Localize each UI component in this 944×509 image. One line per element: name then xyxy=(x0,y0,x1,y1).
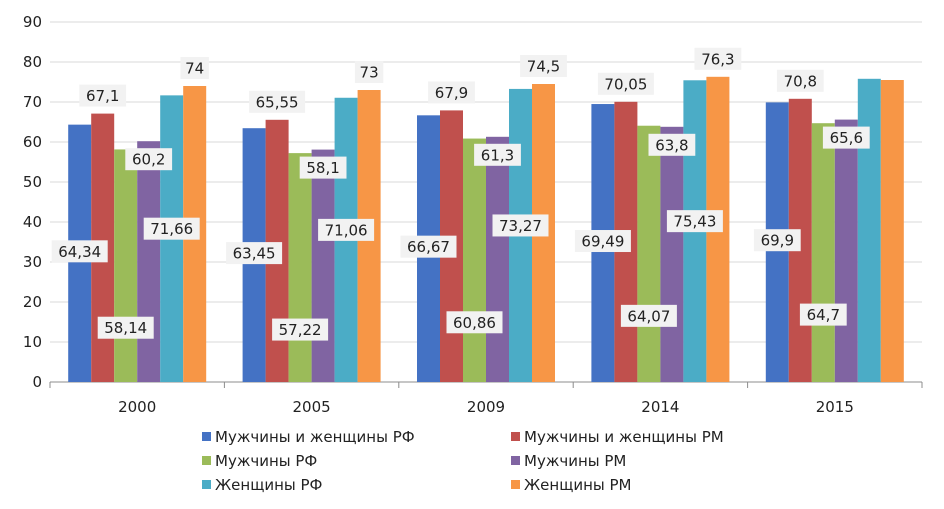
data-label-box xyxy=(318,218,375,241)
data-label-box xyxy=(574,230,631,253)
data-label-box xyxy=(520,55,567,77)
legend-label: Мужчины и женщины РФ xyxy=(215,428,415,446)
x-tick-label: 2005 xyxy=(293,398,331,416)
data-label: 58,14 xyxy=(104,319,147,337)
bar xyxy=(463,138,486,382)
data-label: 76,3 xyxy=(701,50,734,68)
data-label: 70,05 xyxy=(604,75,647,93)
bar xyxy=(114,149,138,382)
legend-swatch xyxy=(511,456,520,465)
data-label: 64,7 xyxy=(807,306,840,324)
data-label: 74,5 xyxy=(527,58,560,76)
legend-swatch xyxy=(202,456,211,465)
data-label-box xyxy=(694,47,742,70)
legend-swatch xyxy=(202,480,211,489)
data-label-box xyxy=(226,242,283,265)
bar xyxy=(137,141,161,382)
data-label-box xyxy=(272,318,329,341)
data-label-box xyxy=(51,240,108,263)
data-label: 75,43 xyxy=(673,213,716,231)
y-tick-label: 50 xyxy=(23,173,42,191)
legend-label: Мужчины РМ xyxy=(524,452,626,470)
bar xyxy=(660,126,684,382)
data-label: 63,8 xyxy=(655,136,688,154)
y-tick-label: 80 xyxy=(23,53,42,71)
bar xyxy=(637,125,661,382)
data-label: 65,6 xyxy=(830,129,863,147)
data-label: 65,55 xyxy=(256,93,299,111)
data-label-box xyxy=(822,126,870,149)
x-tick-label: 2014 xyxy=(641,398,679,416)
bar xyxy=(288,153,312,382)
data-label-box xyxy=(143,217,200,240)
y-tick-label: 20 xyxy=(23,293,42,311)
bar xyxy=(857,78,881,383)
y-tick-label: 0 xyxy=(32,373,42,391)
data-label-box xyxy=(474,143,521,166)
data-label-box xyxy=(79,84,127,107)
data-label-box xyxy=(799,303,847,326)
data-label: 64,34 xyxy=(58,243,101,261)
y-tick-label: 90 xyxy=(23,13,42,31)
y-tick-label: 60 xyxy=(23,133,42,151)
bar xyxy=(311,149,335,382)
y-tick-label: 10 xyxy=(23,333,42,351)
data-label-box xyxy=(97,316,154,339)
legend-label: Женщины РФ xyxy=(215,476,323,494)
data-label-box xyxy=(180,57,209,79)
legend-swatch xyxy=(511,480,520,489)
data-label: 60,2 xyxy=(132,151,165,169)
data-label: 71,06 xyxy=(325,221,368,239)
y-tick-label: 70 xyxy=(23,93,42,111)
bar xyxy=(880,80,904,382)
data-label: 69,49 xyxy=(581,233,624,251)
data-label-box xyxy=(354,61,384,83)
data-label-box xyxy=(428,81,475,104)
data-label: 73 xyxy=(360,64,379,82)
data-label: 73,27 xyxy=(499,217,542,235)
data-label-box xyxy=(400,235,457,258)
data-label: 69,9 xyxy=(761,232,794,250)
data-label-box xyxy=(446,311,503,334)
data-label: 74 xyxy=(185,60,204,78)
x-tick-label: 2009 xyxy=(467,398,505,416)
data-label-box xyxy=(492,214,549,237)
data-label: 61,3 xyxy=(481,146,514,164)
legend: Мужчины и женщины РФ Мужчины и женщины РМ… xyxy=(202,428,724,494)
x-tick-label: 2015 xyxy=(816,398,854,416)
y-tick-label: 30 xyxy=(23,253,42,271)
data-label: 60,86 xyxy=(453,314,496,332)
data-label: 64,07 xyxy=(627,307,670,325)
data-labels: 64,34 67,1 58,14 60,2 71,66 74 63,45 65,55 57,22… xyxy=(51,47,870,341)
data-label: 70,8 xyxy=(784,72,817,90)
data-label-box xyxy=(648,133,696,156)
data-label: 57,22 xyxy=(279,321,322,339)
data-label-box xyxy=(620,304,677,327)
data-label-box xyxy=(776,69,824,92)
bar xyxy=(486,136,509,382)
legend-label: Мужчины РФ xyxy=(215,452,317,470)
legend-swatch xyxy=(511,432,520,441)
bar xyxy=(834,119,858,382)
legend-label: Мужчины и женщины РМ xyxy=(524,428,724,446)
x-tick-label: 2000 xyxy=(118,398,156,416)
data-label-box xyxy=(299,156,347,179)
y-tick-label: 40 xyxy=(23,213,42,231)
data-label: 67,9 xyxy=(435,84,468,102)
data-label-box xyxy=(125,148,173,171)
legend-swatch xyxy=(202,432,211,441)
data-label: 71,66 xyxy=(150,220,193,238)
data-label: 58,1 xyxy=(306,159,339,177)
data-label-box xyxy=(249,90,306,113)
legend-label: Женщины РМ xyxy=(524,476,631,494)
data-label-box xyxy=(753,229,801,252)
data-label: 63,45 xyxy=(233,245,276,263)
data-label: 66,67 xyxy=(407,238,450,256)
data-label-box xyxy=(597,72,654,95)
data-label: 67,1 xyxy=(86,87,119,105)
bar xyxy=(811,123,835,382)
data-label-box xyxy=(666,210,723,233)
